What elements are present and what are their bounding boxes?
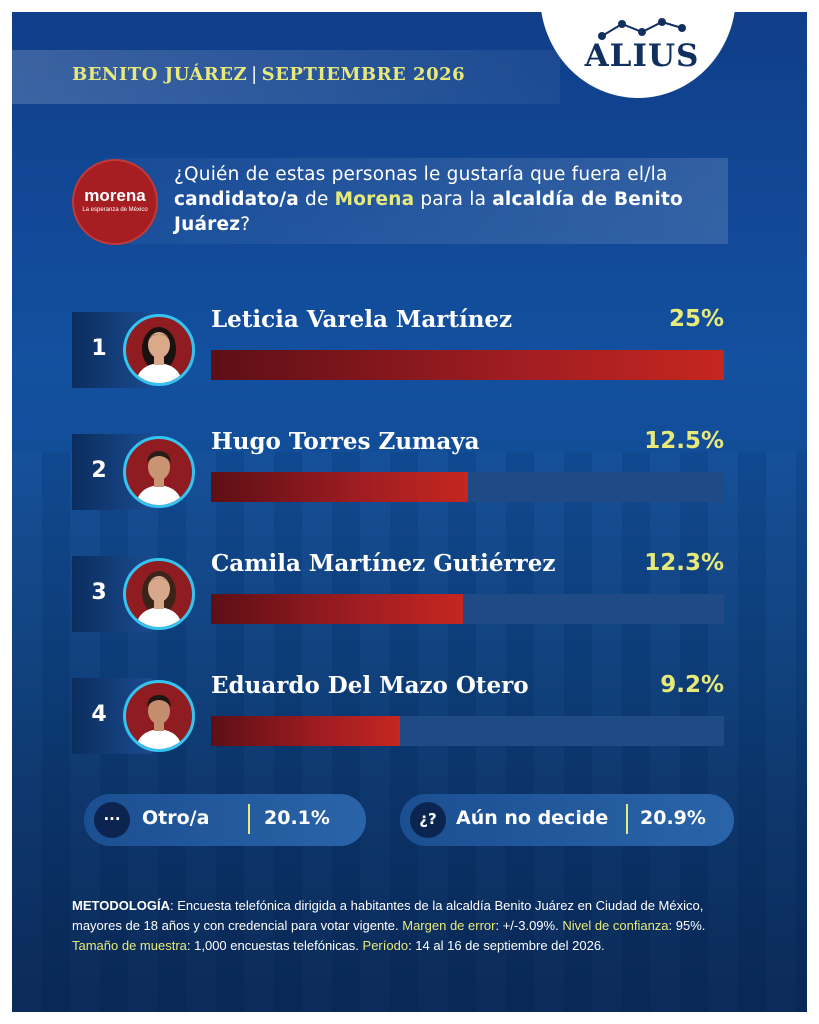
candidate-photo <box>123 436 195 508</box>
ellipsis-icon: ··· <box>94 802 130 838</box>
question-part-3: para la <box>414 189 493 210</box>
bar-fill <box>211 472 468 502</box>
header-band <box>12 50 560 104</box>
party-name: morena <box>84 186 146 205</box>
period-label: Período <box>362 938 409 953</box>
candidate-photo <box>123 680 195 752</box>
candidate-row: 4 Eduardo Del Mazo Otero 9.2% <box>72 672 724 754</box>
candidate-photo <box>123 558 195 630</box>
question-part-4: ? <box>240 214 251 235</box>
bar-track <box>211 594 724 624</box>
header-title: BENITO JUÁREZ | SEPTIEMBRE 2026 <box>72 64 465 85</box>
candidate-percentage: 12.3% <box>644 550 724 576</box>
candidate-name: Leticia Varela Martínez <box>211 306 513 333</box>
question-part-2: de <box>298 189 335 210</box>
candidate-photo <box>123 314 195 386</box>
confidence-label: Nivel de confianza <box>562 918 669 933</box>
pill-separator <box>626 804 628 834</box>
margin-error-label: Margen de error <box>402 918 496 933</box>
pill-separator <box>248 804 250 834</box>
candidate-row: 1 Leticia Varela Martínez 25% <box>72 306 724 388</box>
question-band <box>104 158 728 244</box>
brand-logo: ALIUS <box>584 38 700 74</box>
question-part-1: ¿Quién de estas personas le gustaría que… <box>174 164 668 185</box>
bar-track <box>211 716 724 746</box>
rank-number: 4 <box>91 702 107 727</box>
undecided-option-value: 20.9% <box>640 807 706 829</box>
question-party: Morena <box>334 189 415 210</box>
candidate-percentage: 25% <box>668 306 724 332</box>
candidate-name: Camila Martínez Gutiérrez <box>211 550 556 577</box>
rank-number: 2 <box>91 458 107 483</box>
bar-fill <box>211 594 463 624</box>
rank-number: 3 <box>91 580 107 605</box>
confidence-value: : 95%. <box>668 918 706 933</box>
bar-fill <box>211 716 400 746</box>
question-bold-3: alcaldía de Benito Juárez <box>174 189 683 235</box>
methodology-label: METODOLOGÍA <box>72 898 170 913</box>
bar-track <box>211 472 724 502</box>
methodology-text: : Encuesta telefónica dirigida a habitan… <box>72 898 704 933</box>
bar-fill <box>211 350 724 380</box>
margin-error-value: : +/-3.09%. <box>495 918 563 933</box>
other-option-pill: ··· Otro/a 20.1% <box>84 794 366 846</box>
undecided-option-label: Aún no decide <box>456 807 609 829</box>
candidate-row: 3 Camila Martínez Gutiérrez 12.3% <box>72 550 724 632</box>
sample-value: : 1,000 encuestas telefónicas. <box>186 938 363 953</box>
candidate-name: Eduardo Del Mazo Otero <box>211 672 529 699</box>
other-option-label: Otro/a <box>142 807 210 829</box>
question-bold-1: candidato/a <box>174 189 299 210</box>
methodology-note: METODOLOGÍA: Encuesta telefónica dirigid… <box>72 896 724 956</box>
candidate-percentage: 12.5% <box>644 428 724 454</box>
logo-trend-icon <box>598 18 686 40</box>
survey-question: ¿Quién de estas personas le gustaría que… <box>174 162 734 237</box>
period-value: : 14 al 16 de septiembre del 2026. <box>408 938 605 953</box>
question-mark-icon: ¿? <box>410 802 446 838</box>
party-tagline: La esperanza de México <box>82 207 148 213</box>
candidate-name: Hugo Torres Zumaya <box>211 428 480 455</box>
sample-label: Tamaño de muestra <box>72 938 187 953</box>
candidate-percentage: 9.2% <box>660 672 724 698</box>
bar-track <box>211 350 724 380</box>
header-location: BENITO JUÁREZ <box>72 64 248 85</box>
other-option-value: 20.1% <box>264 807 330 829</box>
party-logo: morena La esperanza de México <box>72 159 158 245</box>
undecided-option-pill: ¿? Aún no decide 20.9% <box>400 794 734 846</box>
rank-number: 1 <box>91 336 107 361</box>
header-date: SEPTIEMBRE 2026 <box>261 64 466 85</box>
candidate-row: 2 Hugo Torres Zumaya 12.5% <box>72 428 724 510</box>
header-separator: | <box>251 64 258 85</box>
